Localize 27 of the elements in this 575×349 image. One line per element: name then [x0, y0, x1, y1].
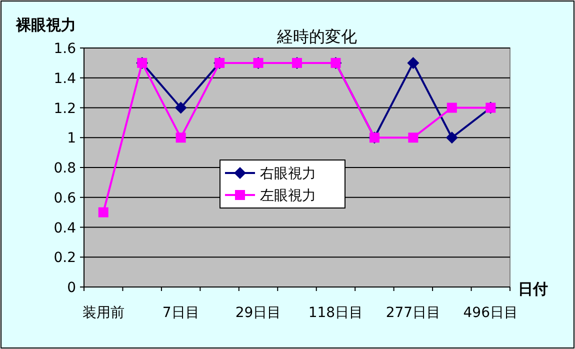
y-tick-label: 1.2	[54, 100, 76, 117]
y-tick-label: 0.8	[54, 160, 76, 176]
y-axis-title: 裸眼視力	[15, 16, 76, 34]
point	[408, 132, 418, 143]
x-tick-label: 7日目	[162, 305, 200, 321]
chart-title: 経時的変化	[276, 27, 357, 46]
y-tick-label: 0.2	[54, 250, 76, 266]
point	[407, 56, 420, 69]
y-tick-label: 0.6	[54, 190, 76, 206]
y-tick-label: 1	[67, 130, 76, 147]
y-tick-label: 0	[67, 280, 76, 296]
x-tick-label: 277日目	[386, 305, 441, 321]
point	[98, 207, 108, 218]
x-tick-label: 118日目	[308, 305, 364, 321]
y-tick-label: 0.4	[54, 220, 76, 236]
point	[176, 132, 186, 143]
point	[446, 132, 458, 144]
x-tick-label: 装用前	[82, 305, 124, 321]
point	[446, 102, 457, 113]
x-tick-label: 496日目	[463, 305, 518, 321]
point	[174, 102, 187, 114]
y-tick-label: 1.6	[54, 41, 76, 57]
y-tick-label: 1.4	[54, 70, 76, 87]
x-axis-title: 日付	[518, 280, 548, 298]
legend-label: 左眼視力	[260, 188, 316, 204]
legend-label: 右眼視力	[260, 166, 316, 182]
x-tick-label: 29日目	[235, 305, 282, 321]
